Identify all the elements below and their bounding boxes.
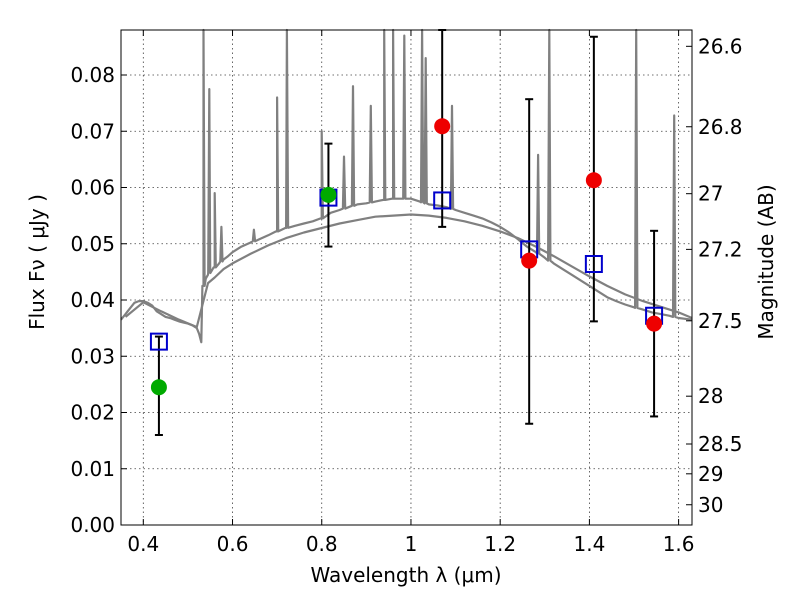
x-axis-ticks: 0.4 0.6 0.8 1 1.2 1.4 1.6 <box>127 30 695 556</box>
y-axis-ticks: 0.00 0.01 0.02 0.03 0.04 0.05 0.06 0.07 0.08 <box>70 63 127 537</box>
right-tick-label: 26.6 <box>698 34 743 58</box>
x-tick-label: 1 <box>405 532 418 556</box>
y-axis-label: Flux Fν ( μJy ) <box>25 194 49 330</box>
y-tick-label: 0.07 <box>70 119 115 143</box>
observed-circle-marker <box>646 315 663 332</box>
right-tick-label: 29 <box>698 462 723 486</box>
right-tick-label: 26.8 <box>698 115 743 139</box>
x-tick-label: 1.2 <box>484 532 516 556</box>
observed-circle-marker <box>585 172 602 189</box>
y-tick-label: 0.00 <box>70 513 115 537</box>
model-square-marker <box>584 255 603 273</box>
spectrum <box>120 28 693 344</box>
right-axis-ticks: 26.6 26.8 27 27.2 27.5 28 28.5 29 30 <box>686 34 743 517</box>
y-tick-label: 0.04 <box>70 288 115 312</box>
right-tick-label: 28.5 <box>698 432 743 456</box>
right-tick-label: 27.2 <box>698 237 743 261</box>
continuum-line <box>124 213 693 329</box>
y-tick-label: 0.01 <box>70 457 115 481</box>
spectrum-line <box>120 28 693 344</box>
right-axis-label: Magnitude (AB) <box>754 184 778 339</box>
right-tick-label: 27 <box>698 182 723 206</box>
x-tick-label: 1.6 <box>663 532 695 556</box>
right-tick-label: 30 <box>698 493 723 517</box>
y-tick-label: 0.06 <box>70 176 115 200</box>
x-tick-label: 0.6 <box>217 532 249 556</box>
observed-circle-marker <box>521 252 538 269</box>
model-square-marker <box>149 332 168 351</box>
x-tick-label: 0.4 <box>127 532 159 556</box>
y-tick-label: 0.03 <box>70 344 115 368</box>
y-tick-label: 0.08 <box>70 63 115 87</box>
x-axis-label: Wavelength λ (μm) <box>310 563 501 587</box>
right-tick-label: 27.5 <box>698 309 743 333</box>
y-tick-label: 0.05 <box>70 232 115 256</box>
model-square-marker <box>433 191 452 210</box>
plot-frame <box>120 29 693 526</box>
observed-circle-marker <box>434 118 451 135</box>
y-tick-label: 0.02 <box>70 401 115 425</box>
observed-circle-marker <box>320 186 337 203</box>
observed-circle-marker <box>150 379 167 396</box>
data-markers <box>149 118 664 396</box>
x-tick-label: 1.4 <box>573 532 605 556</box>
x-tick-label: 0.8 <box>306 532 338 556</box>
grid <box>121 30 692 526</box>
right-tick-label: 28 <box>698 384 723 408</box>
